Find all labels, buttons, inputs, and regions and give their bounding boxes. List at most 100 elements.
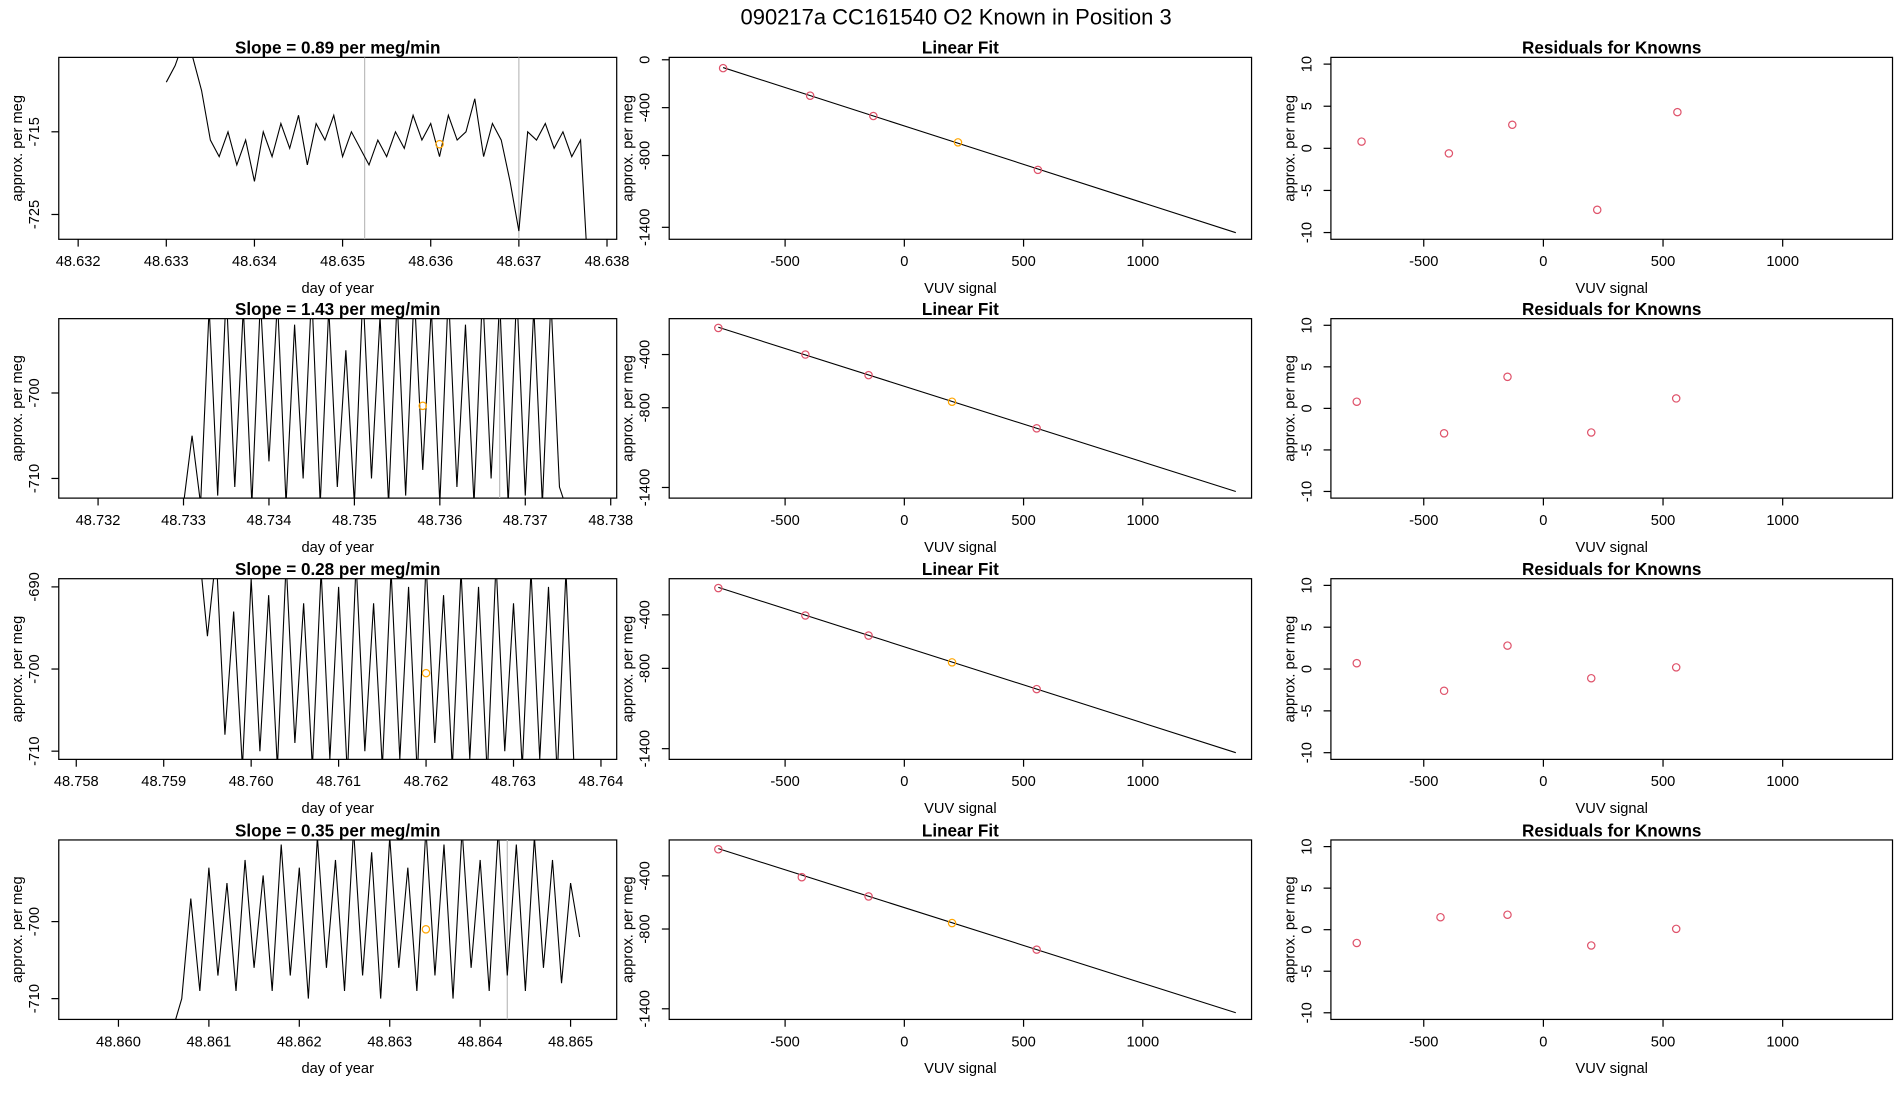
x-axis-label: VUV signal	[1575, 540, 1647, 556]
data-point	[714, 323, 723, 333]
data-point	[864, 370, 873, 380]
y-axis-label: approx. per meg	[621, 95, 637, 202]
y-tick-label: 5	[1299, 623, 1315, 631]
highlight-point	[435, 139, 444, 149]
plot-area	[714, 844, 1236, 1014]
panel: Residuals for Knowns VUV signal approx. pe…	[1282, 300, 1894, 556]
x-axis-label: day of year	[302, 801, 375, 817]
x-tick-label: 0	[900, 513, 908, 529]
x-tick-label: -500	[770, 774, 799, 790]
data-point	[1352, 658, 1362, 668]
panel-title: Residuals for Knowns	[1522, 300, 1701, 319]
x-tick-label: 48.738	[588, 513, 633, 529]
x-tick-label: 1000	[1766, 774, 1799, 790]
x-tick-label: 500	[1011, 513, 1035, 529]
y-axis-label: approx. per meg	[10, 95, 26, 202]
data-point	[714, 583, 723, 593]
y-tick-label: -715	[27, 117, 43, 146]
y-tick-label: 5	[1299, 102, 1315, 110]
data-point	[864, 631, 873, 640]
data-point	[1503, 910, 1512, 920]
plot-frame	[668, 839, 1253, 1021]
x-tick-label: 500	[1011, 1034, 1035, 1050]
data-point	[1352, 938, 1362, 948]
y-axis-label: approx. per meg	[1282, 355, 1298, 462]
panel-title: Residuals for Knowns	[1522, 821, 1701, 840]
x-tick-label: 500	[1651, 513, 1675, 529]
x-tick-label: 1000	[1127, 774, 1160, 790]
data-point	[864, 892, 873, 901]
plot-frame	[668, 56, 1253, 240]
panel-title: Linear Fit	[922, 300, 999, 319]
x-tick-label: 1000	[1127, 513, 1160, 529]
panel-title: Linear Fit	[922, 39, 999, 58]
panel-title: Residuals for Knowns	[1522, 560, 1701, 579]
panel: Linear Fit VUV signal approx. per meg -500 0…	[621, 560, 1253, 817]
x-tick-label: 0	[1539, 513, 1547, 529]
x-tick-label: 48.760	[229, 774, 274, 790]
data-point	[947, 658, 957, 667]
x-tick-label: 0	[1539, 254, 1547, 270]
plot-frame	[58, 318, 618, 499]
data-point	[805, 91, 815, 100]
y-tick-label: -400	[638, 600, 654, 629]
plot-area	[1352, 910, 1681, 950]
y-tick-label: -700	[27, 654, 43, 683]
data-point	[1444, 149, 1454, 158]
x-axis-label: VUV signal	[1575, 801, 1647, 817]
data-point	[1032, 424, 1041, 433]
x-tick-label: 48.863	[367, 1034, 412, 1050]
x-tick-label: -500	[770, 1034, 799, 1050]
y-tick-label: -1400	[638, 730, 654, 767]
x-tick-label: 48.636	[408, 254, 453, 270]
y-tick-label: -690	[27, 572, 43, 601]
y-tick-label: 5	[1299, 884, 1315, 892]
plot-frame	[58, 839, 618, 1021]
panel: Residuals for Knowns VUV signal approx. pe…	[1282, 39, 1894, 297]
y-tick-label: -800	[638, 914, 654, 943]
x-axis-label: VUV signal	[924, 1061, 996, 1077]
x-tick-label: 48.758	[54, 774, 99, 790]
plot-frame	[1330, 578, 1894, 760]
y-tick-label: -5	[1299, 184, 1315, 197]
plot-area	[718, 63, 1236, 234]
plot-frame	[1330, 839, 1894, 1021]
x-tick-label: 48.861	[186, 1034, 231, 1050]
x-axis-label: VUV signal	[924, 801, 996, 817]
panel: Residuals for Knowns VUV signal approx. pe…	[1282, 821, 1894, 1077]
x-axis-label: VUV signal	[1575, 1061, 1647, 1077]
y-tick-label: -5	[1299, 443, 1315, 456]
data-point	[1033, 165, 1043, 175]
data-point	[1671, 394, 1681, 403]
data-point	[1671, 663, 1681, 672]
y-tick-label: 5	[1299, 363, 1315, 371]
y-axis-label: approx. per meg	[10, 616, 26, 723]
x-tick-label: 48.634	[232, 254, 277, 270]
plot-area	[1357, 107, 1682, 215]
panel-title: Slope = 0.89 per meg/min	[235, 39, 441, 58]
series-line	[183, 318, 564, 499]
y-tick-label: -700	[27, 378, 43, 407]
x-tick-label: 500	[1651, 774, 1675, 790]
x-tick-label: 48.638	[585, 254, 630, 270]
x-tick-label: 48.736	[417, 513, 462, 529]
x-tick-label: 500	[1011, 774, 1035, 790]
x-tick-label: 48.732	[76, 513, 121, 529]
data-point	[1586, 941, 1596, 950]
y-tick-label: -5	[1299, 965, 1315, 978]
series-line	[175, 839, 581, 1020]
y-tick-label: -5	[1299, 704, 1315, 717]
y-tick-label: 10	[1299, 577, 1315, 593]
x-tick-label: 1000	[1766, 254, 1799, 270]
y-tick-label: 0	[1299, 404, 1315, 412]
series-line	[201, 578, 575, 760]
panel: Linear Fit VUV signal approx. per meg -500 0…	[621, 821, 1253, 1077]
plot-frame	[1330, 56, 1894, 240]
data-point	[953, 138, 963, 147]
fit-line	[718, 326, 1236, 492]
panel-title: Slope = 0.28 per meg/min	[235, 560, 441, 579]
data-point	[718, 63, 728, 73]
highlight-point	[421, 668, 431, 678]
